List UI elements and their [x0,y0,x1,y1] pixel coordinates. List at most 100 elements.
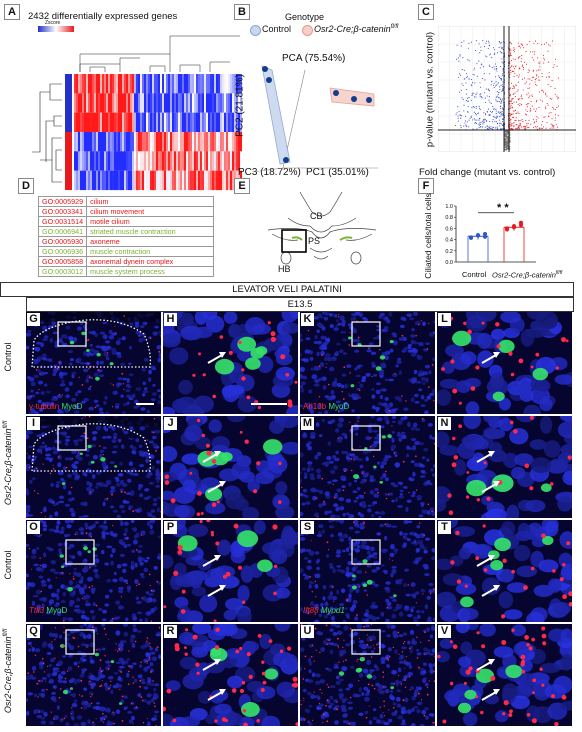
panel-label-d: D [18,178,34,194]
panel-label-f: F [418,178,434,194]
hb-label: HB [278,264,291,274]
heatmap [32,35,242,191]
go-term-row: GO:0003012 muscle system process [37,266,215,277]
heatmap-column-dendrogram [79,35,240,72]
go-term-id: GO:0031514 [37,216,88,227]
bar-xlabel-mutant: Osr2-Cre;β-cateninfl/fl [492,270,563,280]
go-term-name: motile cilium [86,216,215,227]
panel-label-m: M [301,417,314,430]
ps-label: PS [308,236,321,246]
pca-title: PCA (75.54%) [282,53,346,64]
go-term-id: GO:0003341 [37,206,88,217]
micrograph-j: J [163,416,298,518]
pc1-axis-label: PC1 (35.01%) [306,167,369,178]
go-terms-table: GO:0005929 cilium GO:0003341 cilium movemen… [37,196,215,277]
arrow-icon [481,483,497,493]
go-term-id: GO:0005930 [37,236,88,247]
row-label-mutant-1: Osr2-Cre;β-cateninfl/fl [3,420,13,506]
go-term-row: GO:0003341 cilium movement [37,206,215,217]
go-term-row: GO:0005929 cilium [37,196,215,207]
panel-label-b: B [234,4,250,20]
panel-label-g: G [27,313,40,326]
arrow-icon [202,661,218,671]
micrograph-p: P [163,520,298,622]
go-term-id: GO:0005929 [37,196,88,207]
pca-point-mutant-1 [333,90,339,96]
legend-control-swatch [250,25,261,36]
panel-label-j: J [164,417,177,430]
bar-ytick: 0.0 [445,260,453,266]
stain-label-s: Ift88 Myod1 [303,606,345,615]
micrograph-g: G [26,312,161,414]
panel-label-n: N [438,417,451,430]
micrograph-r: R [163,624,298,726]
section-title: LEVATOR VELI PALATINI [0,282,574,297]
cb-label: CB [310,211,323,221]
micrograph-m: M [300,416,435,518]
arrow-icon [481,354,497,364]
go-term-row: GO:0005930 axoneme [37,236,215,247]
go-term-name: cilium [86,196,215,207]
go-term-name: cilium movement [86,206,215,217]
muscle-outline [31,319,152,368]
legend-control-label: Control [262,24,292,34]
go-term-row: GO:0006941 striated muscle contraction [37,226,215,237]
bar-data-point [476,233,480,238]
stain-label-k: Arl13b MyoD [303,402,350,411]
panel-label-s: S [301,521,314,534]
micrograph-l: L [437,312,572,414]
go-term-id: GO:0005858 [37,256,88,267]
bar-data-point [519,220,523,225]
arrow-icon [476,661,492,671]
pca-point-mutant-3 [366,97,372,103]
micrograph-t: T [437,520,572,622]
bar-sig: * * [497,202,509,214]
bar-data-point [505,226,509,231]
go-term-name: striated muscle contraction [86,226,215,237]
roi-box [351,321,381,347]
arrow-icon [202,557,218,567]
go-term-row: GO:0031514 motile cilium [37,216,215,227]
volcano-ylabel: p-value (mutant vs. control) [424,31,436,148]
panel-label-p: P [164,521,177,534]
arrow-icon [476,557,492,567]
arrow-icon [207,587,223,597]
micrograph-i: I [26,416,161,518]
panel-label-r: R [164,625,177,638]
panel-label-v: V [438,625,451,638]
pca-control-hull [261,65,291,165]
arrow-icon [202,453,218,463]
go-term-name: axoneme [86,236,215,247]
stain-label-o: Ttll3 MyoD [29,606,68,615]
panel-label-c: C [418,4,434,20]
micrograph-s: S [300,520,435,622]
row-label-control-2: Control [3,550,13,580]
roi-box [65,539,95,565]
muscle-outline [31,423,152,472]
arrow-icon [207,354,223,364]
go-term-row: GO:0005858 axonemal dynein complex [37,256,215,267]
row-label-control-1: Control [3,342,13,372]
roi-box [351,629,381,655]
roi-box [65,629,95,655]
stage-label: E13.5 [26,297,574,312]
arrow-icon [207,691,223,701]
go-term-name: axonemal dynein complex [86,256,215,267]
panel-label-e: E [234,178,250,194]
bar-xlabel-control: Control [462,270,487,279]
bar-ytick: 0.8 [445,215,453,221]
go-term-row: GO:0006936 muscle contraction [37,246,215,257]
arrow-icon [476,453,492,463]
panel-label-a: A [4,4,20,20]
pc3-axis-label: PC3 (18.72%) [238,167,301,178]
panel-label-o: O [27,521,40,534]
panel-label-i: I [27,417,40,430]
micrograph-q: Q [26,624,161,726]
arrow-icon [207,483,223,493]
genotype-legend-title: Genotype [285,12,325,22]
pca-plot [251,65,378,172]
volcano-xlabel: Fold change (mutant vs. control) [419,167,556,178]
pca-point-control-3 [283,157,289,163]
panel-label-k: K [301,313,314,326]
micrograph-v: V [437,624,572,726]
